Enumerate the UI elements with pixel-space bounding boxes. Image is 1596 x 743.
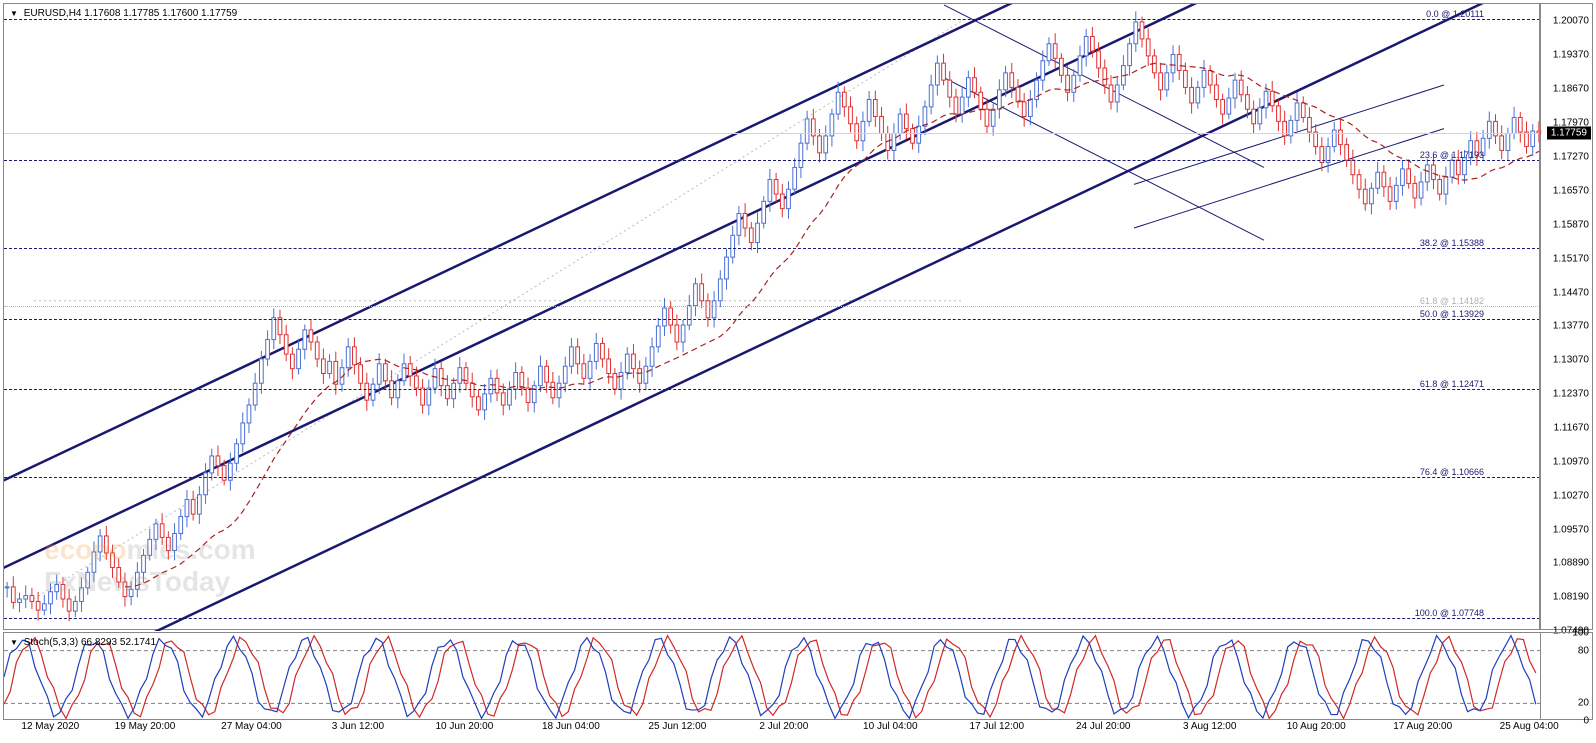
time-tick: 25 Jun 12:00 bbox=[648, 721, 706, 732]
chart-symbol-header: ▼ EURUSD,H4 1.17608 1.17785 1.17600 1.17… bbox=[10, 8, 237, 19]
price-tick: 1.08890 bbox=[1553, 558, 1589, 569]
price-tick: 1.15870 bbox=[1553, 219, 1589, 230]
price-y-axis bbox=[1539, 4, 1540, 629]
time-x-axis: 12 May 2020 19 May 20:00 27 May 04:00 3 Jun… bbox=[3, 721, 1541, 741]
price-tick: 1.15170 bbox=[1553, 253, 1589, 264]
watermark-logo: economies.com FxNewsToday bbox=[44, 534, 256, 598]
price-tick: 1.13070 bbox=[1553, 355, 1589, 366]
symbol-ohlc-text: EURUSD,H4 1.17608 1.17785 1.17600 1.1775… bbox=[24, 8, 238, 19]
fib-line bbox=[4, 248, 1540, 249]
time-tick: 10 Jul 04:00 bbox=[863, 721, 918, 732]
time-tick: 25 Aug 04:00 bbox=[1500, 721, 1559, 732]
current-price-marker: 1.17759 bbox=[1547, 127, 1591, 140]
fib-line bbox=[4, 389, 1540, 390]
fib-line bbox=[4, 618, 1540, 619]
stoch-tick: 0 bbox=[1583, 716, 1589, 727]
price-tick: 1.14470 bbox=[1553, 287, 1589, 298]
price-tick: 1.08190 bbox=[1553, 592, 1589, 603]
time-tick: 27 May 04:00 bbox=[221, 721, 282, 732]
fib-line bbox=[4, 160, 1540, 161]
stoch-scale-panel[interactable]: 02080100 bbox=[1541, 632, 1593, 720]
price-tick: 1.10970 bbox=[1553, 457, 1589, 468]
price-tick: 1.16570 bbox=[1553, 185, 1589, 196]
price-tick: 1.17270 bbox=[1553, 151, 1589, 162]
chevron-down-icon: ▼ bbox=[10, 638, 18, 647]
price-tick: 1.09570 bbox=[1553, 525, 1589, 536]
fib-label: 0.0 @ 1.20111 bbox=[1426, 9, 1484, 19]
fib-label: 23.6 @ 1.17193 bbox=[1420, 150, 1484, 160]
stoch-tick: 20 bbox=[1578, 698, 1589, 709]
time-tick: 10 Aug 20:00 bbox=[1287, 721, 1346, 732]
price-scale-panel[interactable]: 1.200701.193701.186701.179701.172701.165… bbox=[1541, 3, 1593, 630]
time-tick: 18 Jun 04:00 bbox=[542, 721, 600, 732]
fib-label: 61.8 @ 1.14182 bbox=[1420, 296, 1484, 306]
watermark-part3: FxNewsToday bbox=[44, 566, 256, 598]
current-price-line bbox=[4, 133, 1540, 134]
price-tick: 1.19370 bbox=[1553, 49, 1589, 60]
time-tick: 10 Jun 20:00 bbox=[435, 721, 493, 732]
price-tick: 1.13770 bbox=[1553, 321, 1589, 332]
fib-label: 50.0 @ 1.13929 bbox=[1420, 309, 1484, 319]
fib-line bbox=[4, 477, 1540, 478]
fib-label: 61.8 @ 1.12471 bbox=[1420, 379, 1484, 389]
time-tick: 3 Aug 12:00 bbox=[1183, 721, 1236, 732]
price-tick: 1.20070 bbox=[1553, 15, 1589, 26]
chevron-down-icon: ▼ bbox=[10, 9, 18, 18]
stoch-tick: 100 bbox=[1572, 628, 1589, 639]
fib-line bbox=[4, 306, 1540, 307]
watermark-part1: econo bbox=[44, 534, 126, 565]
time-tick: 12 May 2020 bbox=[21, 721, 79, 732]
time-tick: 17 Jul 12:00 bbox=[970, 721, 1025, 732]
time-tick: 2 Jul 20:00 bbox=[759, 721, 808, 732]
stoch-tick: 80 bbox=[1578, 645, 1589, 656]
price-tick: 1.10270 bbox=[1553, 491, 1589, 502]
price-tick: 1.18670 bbox=[1553, 83, 1589, 94]
price-tick: 1.11670 bbox=[1554, 423, 1589, 434]
time-tick: 17 Aug 20:00 bbox=[1393, 721, 1452, 732]
time-tick: 3 Jun 12:00 bbox=[332, 721, 384, 732]
time-tick: 19 May 20:00 bbox=[115, 721, 176, 732]
fib-label: 38.2 @ 1.15388 bbox=[1420, 238, 1484, 248]
stoch-chart-svg bbox=[4, 633, 1542, 721]
stoch-header: ▼ Stoch(5,3,3) 66.8293 52.1741 bbox=[10, 637, 156, 648]
fib-line bbox=[4, 19, 1540, 20]
main-price-chart[interactable]: ▼ EURUSD,H4 1.17608 1.17785 1.17600 1.17… bbox=[3, 3, 1541, 630]
stochastic-chart[interactable]: ▼ Stoch(5,3,3) 66.8293 52.1741 bbox=[3, 632, 1541, 720]
fib-line bbox=[4, 319, 1540, 320]
time-tick: 24 Jul 20:00 bbox=[1076, 721, 1131, 732]
price-tick: 1.12370 bbox=[1553, 389, 1589, 400]
watermark-part2: mies.com bbox=[126, 534, 255, 565]
stoch-header-text: Stoch(5,3,3) 66.8293 52.1741 bbox=[24, 637, 156, 648]
fib-label: 76.4 @ 1.10666 bbox=[1420, 467, 1484, 477]
fib-label: 100.0 @ 1.07748 bbox=[1415, 608, 1484, 618]
